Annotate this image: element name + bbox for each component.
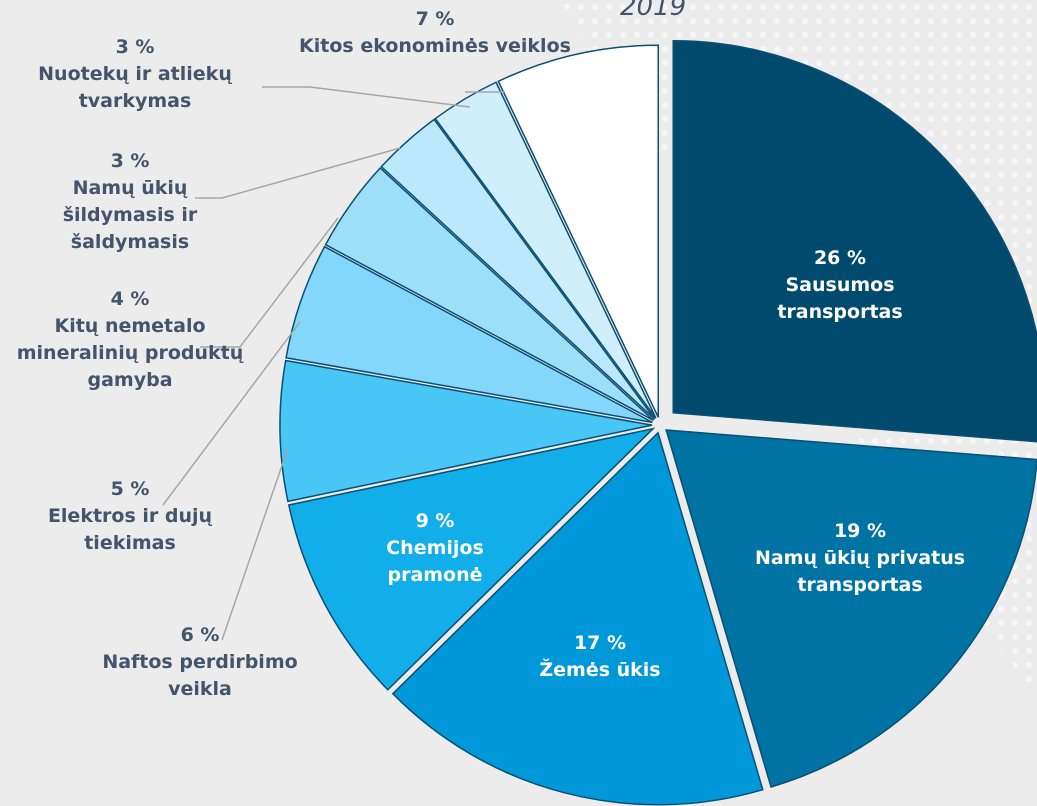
value-label: 6 % — [180, 624, 220, 646]
slice-label: 3 % Namų ūkių šildymasis ir šaldymasis — [20, 148, 240, 256]
value-label: 5 % — [110, 478, 150, 500]
category-label: Elektros ir dujų tiekimas — [47, 505, 213, 554]
slice-label: 4 % Kitų nemetalo mineralinių produktų ga… — [10, 286, 250, 394]
leader-line — [200, 217, 339, 348]
pie-slice — [285, 245, 653, 424]
pie-slice — [287, 427, 656, 691]
pie-slice — [391, 431, 764, 806]
leader-line — [221, 447, 289, 641]
slice-label: 17 % Žemės ūkis — [510, 630, 690, 684]
value-label: 4 % — [110, 288, 150, 310]
slice-label: 6 % Naftos perdirbimo veikla — [100, 622, 300, 703]
category-label: Žemės ūkis — [539, 659, 661, 681]
chart-title: 2019 — [620, 0, 687, 22]
value-label: 3 % — [110, 150, 150, 172]
leader-line — [195, 147, 401, 199]
category-label: Namų ūkių šildymasis ir šaldymasis — [62, 177, 198, 253]
leader-line — [162, 321, 301, 506]
category-label: Naftos perdirbimo veikla — [102, 651, 298, 700]
slice-label: 19 % Namų ūkių privatus transportas — [750, 518, 970, 599]
pie-slice — [665, 429, 1037, 788]
value-label: 9 % — [415, 510, 455, 532]
pie-slice — [672, 40, 1037, 443]
category-label: Nuotekų ir atliekų tvarkymas — [38, 63, 232, 112]
pie-slice — [380, 118, 656, 420]
value-label: 7 % — [415, 8, 455, 30]
pie-slice — [497, 44, 659, 418]
slice-label: 9 % Chemijos pramonė — [340, 508, 530, 589]
category-label: Kitos ekonominės veiklos — [299, 35, 571, 57]
slice-label: 5 % Elektros ir dujų tiekimas — [40, 476, 220, 557]
value-label: 17 % — [573, 632, 627, 654]
category-label: Namų ūkių privatus transportas — [754, 547, 966, 596]
category-label: Chemijos pramonė — [386, 537, 484, 586]
slice-label: 26 % Sausumos transportas — [740, 245, 940, 326]
slice-label: 3 % Nuotekų ir atliekų tvarkymas — [0, 34, 270, 115]
slice-label: 7 % Kitos ekonominės veiklos — [290, 6, 580, 60]
value-label: 3 % — [115, 36, 155, 58]
category-label: Kitų nemetalo mineralinių produktų gamyb… — [16, 315, 244, 391]
value-label: 26 % — [813, 247, 867, 269]
category-label: Sausumos transportas — [777, 274, 903, 323]
pie-slice — [279, 359, 653, 503]
pie-slice — [434, 81, 657, 419]
pie-slice — [324, 166, 654, 422]
leader-line — [262, 86, 471, 108]
value-label: 19 % — [833, 520, 887, 542]
